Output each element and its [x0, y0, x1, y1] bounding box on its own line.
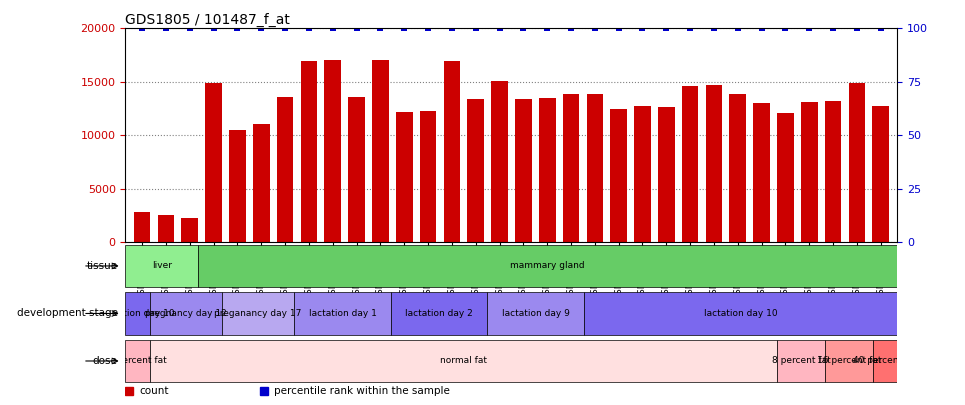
Text: GDS1805 / 101487_f_at: GDS1805 / 101487_f_at — [125, 13, 290, 27]
Text: percentile rank within the sample: percentile rank within the sample — [274, 386, 450, 396]
Text: dose: dose — [93, 356, 118, 366]
Bar — [467, 99, 484, 242]
Text: mammary gland: mammary gland — [510, 262, 585, 271]
Text: normal fat: normal fat — [440, 356, 486, 365]
Bar — [300, 62, 317, 242]
Bar — [181, 217, 198, 242]
Text: tissue: tissue — [87, 261, 118, 271]
Text: lactation day 2: lactation day 2 — [405, 309, 473, 318]
Bar — [420, 111, 436, 242]
FancyBboxPatch shape — [125, 245, 198, 287]
Bar — [634, 107, 650, 242]
FancyBboxPatch shape — [150, 292, 222, 335]
Bar — [587, 94, 603, 242]
Bar — [682, 86, 699, 242]
Bar — [515, 99, 532, 242]
Text: 16 percent fat: 16 percent fat — [817, 356, 881, 365]
Bar — [491, 81, 508, 242]
FancyBboxPatch shape — [198, 245, 897, 287]
FancyBboxPatch shape — [487, 292, 584, 335]
Bar — [538, 98, 556, 242]
FancyBboxPatch shape — [777, 340, 825, 382]
Text: development stage: development stage — [16, 309, 118, 318]
Text: liver: liver — [152, 262, 172, 271]
Bar — [777, 113, 794, 242]
Bar — [206, 83, 222, 242]
Bar — [372, 60, 389, 242]
FancyBboxPatch shape — [584, 292, 897, 335]
FancyBboxPatch shape — [825, 340, 873, 382]
Bar — [658, 107, 675, 242]
Bar — [848, 83, 866, 242]
Bar — [324, 60, 341, 242]
Bar — [229, 130, 246, 242]
Text: lactation day 10: lactation day 10 — [100, 309, 175, 318]
Text: lactation day 1: lactation day 1 — [309, 309, 376, 318]
FancyBboxPatch shape — [222, 292, 294, 335]
FancyBboxPatch shape — [294, 292, 391, 335]
Bar — [444, 62, 460, 242]
Bar — [157, 215, 175, 242]
Text: lactation day 9: lactation day 9 — [502, 309, 569, 318]
FancyBboxPatch shape — [125, 292, 150, 335]
Text: pregnancy day 12: pregnancy day 12 — [145, 309, 227, 318]
FancyBboxPatch shape — [150, 340, 777, 382]
FancyBboxPatch shape — [391, 292, 487, 335]
Bar — [253, 124, 269, 242]
Bar — [134, 212, 151, 242]
Bar — [563, 94, 579, 242]
Bar — [348, 97, 365, 242]
Bar — [610, 109, 627, 242]
Text: lactation day 10: lactation day 10 — [703, 309, 778, 318]
Bar — [705, 85, 723, 242]
Bar — [277, 97, 293, 242]
Bar — [825, 101, 841, 242]
FancyBboxPatch shape — [873, 340, 897, 382]
Text: 8 percent fat: 8 percent fat — [108, 356, 167, 365]
Bar — [872, 107, 889, 242]
Bar — [754, 103, 770, 242]
Bar — [801, 102, 817, 242]
FancyBboxPatch shape — [125, 340, 150, 382]
Text: 40 percent fat: 40 percent fat — [853, 356, 918, 365]
Bar — [730, 94, 746, 242]
Text: 8 percent fat: 8 percent fat — [772, 356, 830, 365]
Text: preganancy day 17: preganancy day 17 — [214, 309, 302, 318]
Text: count: count — [139, 386, 169, 396]
Bar — [396, 112, 413, 242]
